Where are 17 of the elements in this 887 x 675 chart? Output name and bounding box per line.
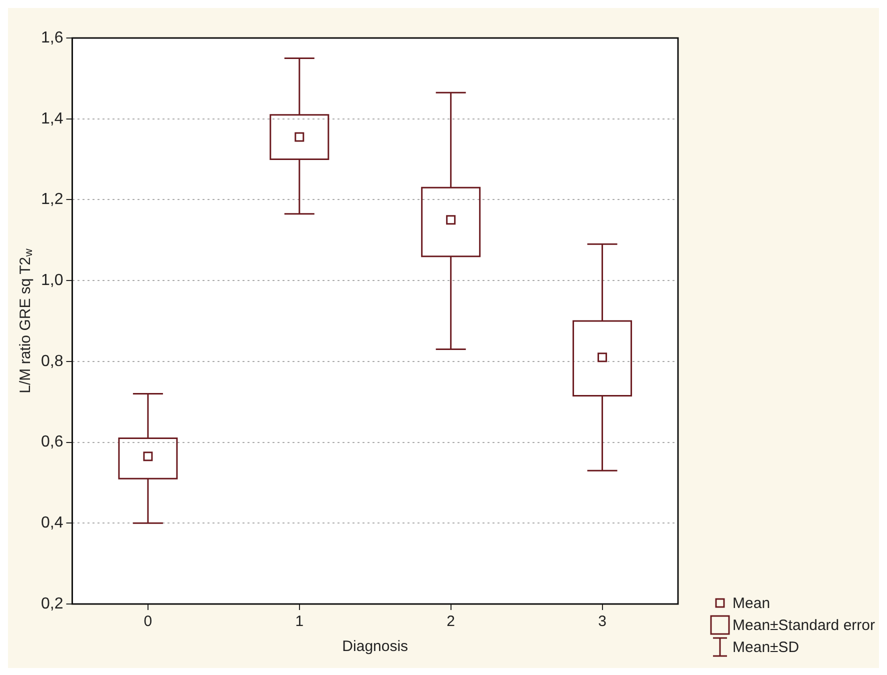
y-tick-label: 1,6 bbox=[40, 29, 64, 46]
x-tick-label: 1 bbox=[295, 613, 304, 630]
x-tick-label: 2 bbox=[446, 613, 456, 630]
y-tick-label: 0,8 bbox=[40, 352, 64, 370]
text: Mean±SD bbox=[732, 638, 800, 656]
x-tick-label: 3 bbox=[598, 613, 606, 630]
y-tick-label: 1,4 bbox=[40, 110, 64, 128]
text: Mean±Standard error bbox=[732, 616, 875, 634]
y-tick-label: 1,0 bbox=[40, 272, 64, 289]
y-tick-label: 0,2 bbox=[40, 595, 64, 612]
y-tick-label: 0,6 bbox=[40, 434, 64, 451]
text: Mean bbox=[732, 594, 770, 612]
x-axis-title: Diagnosis bbox=[342, 638, 408, 656]
y-axis-title: L/M ratio GRE sq T2w bbox=[17, 248, 36, 394]
x-tick-label: 0 bbox=[144, 613, 152, 630]
y-tick-label: 1,2 bbox=[40, 191, 64, 208]
y-tick-label: 0,4 bbox=[40, 514, 64, 532]
